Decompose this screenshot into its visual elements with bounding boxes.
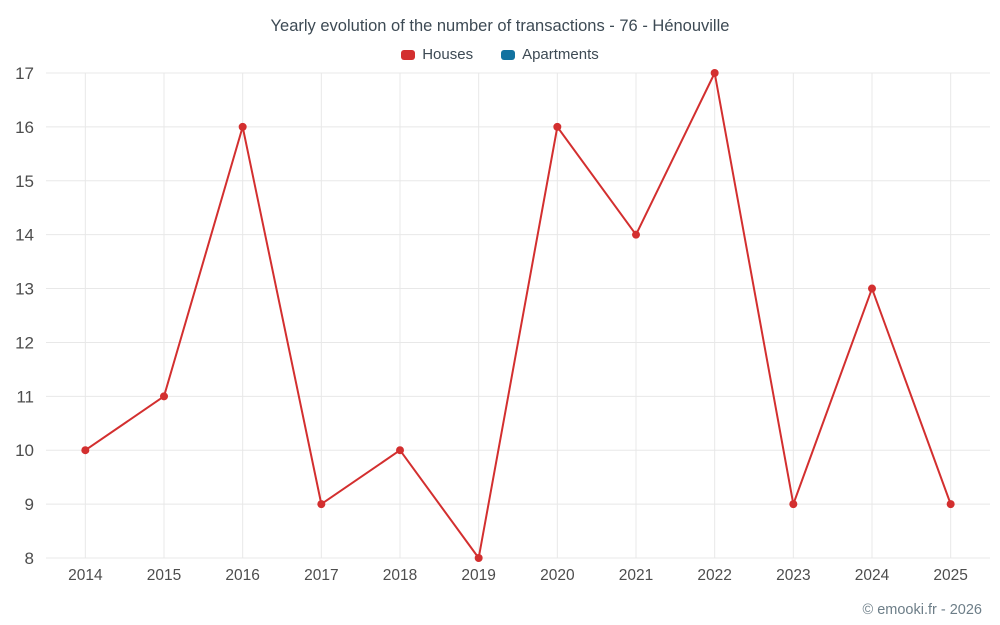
svg-text:17: 17 bbox=[15, 64, 34, 83]
svg-text:15: 15 bbox=[15, 172, 34, 191]
apartments-series-label: Apartments bbox=[522, 46, 599, 63]
svg-text:2015: 2015 bbox=[147, 567, 181, 584]
houses-series-label: Houses bbox=[422, 46, 474, 63]
svg-text:2019: 2019 bbox=[461, 567, 495, 584]
svg-text:2018: 2018 bbox=[383, 567, 417, 584]
svg-text:2020: 2020 bbox=[540, 567, 575, 584]
svg-text:10: 10 bbox=[15, 441, 34, 460]
houses-series-swatch-icon bbox=[401, 49, 416, 60]
svg-text:11: 11 bbox=[16, 387, 34, 406]
chart-title: Yearly evolution of the number of transa… bbox=[270, 17, 730, 35]
svg-text:2017: 2017 bbox=[304, 567, 338, 584]
svg-text:9: 9 bbox=[25, 495, 34, 514]
svg-text:12: 12 bbox=[15, 333, 34, 352]
legend-item-houses[interactable]: Houses bbox=[401, 46, 473, 63]
svg-text:16: 16 bbox=[15, 118, 34, 137]
svg-text:2022: 2022 bbox=[697, 567, 731, 584]
svg-text:2014: 2014 bbox=[68, 567, 103, 584]
svg-text:2016: 2016 bbox=[225, 567, 259, 584]
svg-text:13: 13 bbox=[15, 280, 34, 299]
svg-text:14: 14 bbox=[15, 226, 34, 245]
copyright-text: © emooki.fr - 2026 bbox=[862, 602, 982, 618]
svg-text:2021: 2021 bbox=[619, 567, 653, 584]
apartments-series-swatch-icon bbox=[501, 49, 516, 60]
svg-text:2023: 2023 bbox=[776, 567, 810, 584]
svg-text:8: 8 bbox=[25, 549, 34, 568]
svg-text:2025: 2025 bbox=[933, 567, 967, 584]
legend: Houses Apartments bbox=[0, 46, 1000, 63]
svg-text:2024: 2024 bbox=[855, 567, 890, 584]
legend-item-apartments[interactable]: Apartments bbox=[501, 46, 599, 63]
